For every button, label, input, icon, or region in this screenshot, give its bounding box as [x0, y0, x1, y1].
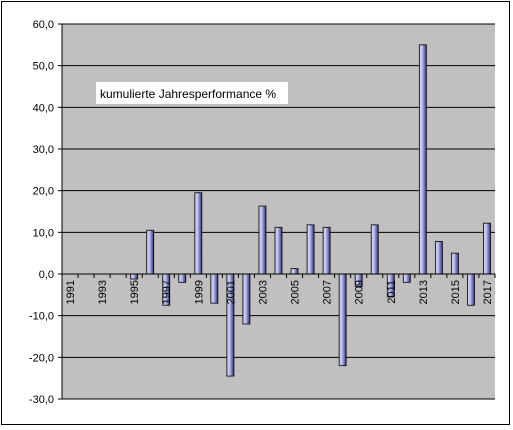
y-tick-label: 10,0 — [33, 227, 54, 239]
x-tick-label: 2011 — [386, 280, 398, 304]
x-tick-label: 1993 — [97, 280, 109, 304]
x-tick-label: 1995 — [129, 280, 141, 304]
x-tick-label: 1991 — [65, 280, 77, 304]
bar-2017 — [483, 222, 491, 275]
bar-2008 — [338, 273, 347, 367]
bar-2015 — [451, 252, 459, 275]
bar-2003 — [258, 205, 267, 275]
y-tick-label: 60,0 — [33, 19, 54, 31]
y-tick-label: 40,0 — [33, 102, 54, 114]
plot-area — [62, 24, 495, 399]
bar-2012 — [402, 273, 411, 283]
y-tick-label: 50,0 — [33, 61, 54, 73]
bar-2000 — [210, 273, 219, 304]
axes — [58, 23, 496, 400]
y-tick-label: -30,0 — [29, 394, 54, 406]
x-tick-label: 1999 — [193, 280, 205, 304]
chart-frame: 60,0 50,0 40,0 30,0 20,0 10,0 0,0 -10,0 -20,0 -30… — [1, 1, 510, 425]
y-tick-labels: 60,0 50,0 40,0 30,0 20,0 10,0 0,0 -10,0 -20,0 -30… — [29, 19, 54, 406]
bar-2013 — [418, 44, 427, 275]
bar-2002 — [242, 273, 251, 325]
x-tick-label: 2009 — [354, 280, 366, 304]
x-tick-labels: 1991 1993 1995 1997 1999 2001 2003 2005 2007 2009… — [65, 280, 494, 304]
y-tick-label: -10,0 — [29, 311, 54, 323]
x-tick-label: 2015 — [450, 280, 462, 304]
annotation-box: kumulierte Jahresperformance % — [96, 82, 288, 104]
y-tick-label: 0,0 — [39, 269, 54, 281]
bar-2014 — [434, 241, 443, 275]
bar-2004 — [274, 226, 283, 275]
x-tick-label: 2005 — [290, 280, 302, 304]
bar-1995 — [130, 273, 139, 280]
bar-2005 — [290, 268, 299, 275]
x-tick-label: 2003 — [257, 280, 269, 304]
bar-1996 — [146, 229, 155, 275]
x-tick-label: 2017 — [482, 280, 494, 304]
bar-2006 — [306, 224, 315, 275]
bar-2007 — [322, 226, 331, 275]
bar-1998 — [178, 273, 187, 283]
y-tick-label: 30,0 — [33, 144, 54, 156]
bar-2010 — [370, 224, 379, 275]
x-tick-label: 2001 — [225, 280, 237, 304]
y-tick-label: 20,0 — [33, 186, 54, 198]
annotation-label: kumulierte Jahresperformance % — [100, 87, 276, 101]
x-tick-label: 2007 — [322, 280, 334, 304]
y-tick-label: -20,0 — [29, 352, 54, 364]
bar-2016 — [467, 273, 475, 306]
bars — [130, 44, 491, 377]
bar-1999 — [194, 192, 203, 275]
x-tick-label: 1997 — [161, 280, 173, 304]
x-tick-label: 2013 — [418, 280, 430, 304]
annotation-background — [96, 82, 288, 104]
